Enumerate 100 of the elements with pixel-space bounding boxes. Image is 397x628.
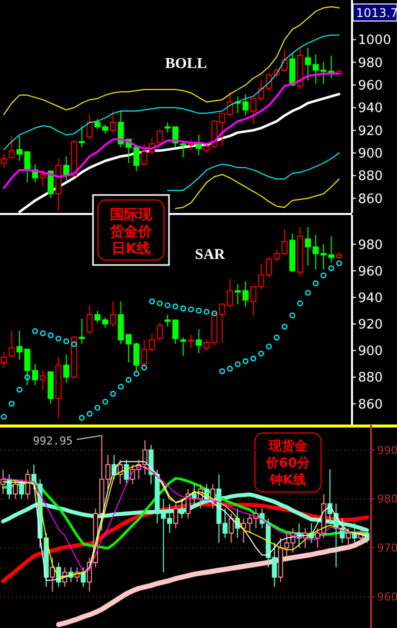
- y-tick-label: 960: [358, 78, 383, 94]
- y-tick-label: 880: [358, 169, 383, 184]
- annotation: 现货金价60分钟K线: [264, 438, 312, 488]
- candlestick: [156, 128, 163, 146]
- candlestick: [0, 351, 7, 368]
- y-tick-label: 860: [358, 397, 383, 412]
- candlestick: [16, 135, 23, 162]
- point: [32, 328, 38, 334]
- candlestick: [226, 91, 233, 118]
- y-tick-label: 960: [377, 590, 397, 604]
- candlestick: [86, 304, 93, 336]
- point: [110, 390, 116, 397]
- candlestick: [8, 330, 15, 358]
- point: [16, 386, 22, 393]
- y-tick-label: 940: [358, 290, 383, 306]
- point: [48, 332, 54, 338]
- point: [40, 330, 46, 336]
- y-tick-label: 900: [358, 344, 383, 360]
- candlestick: [164, 314, 171, 328]
- annotation: 国际现货金价日K线: [109, 207, 153, 257]
- candlestick: [86, 114, 93, 140]
- point: [297, 300, 304, 306]
- point: [149, 298, 155, 304]
- candlestick: [124, 459, 129, 485]
- candlestick: [210, 484, 216, 510]
- candlestick: [40, 169, 46, 188]
- candlestick: [164, 122, 171, 134]
- candlestick: [320, 244, 327, 270]
- point: [180, 306, 186, 312]
- point: [56, 336, 62, 342]
- point: [305, 290, 311, 296]
- y-tick-label: 900: [358, 146, 383, 162]
- y-tick-label: 920: [358, 318, 383, 333]
- point: [172, 304, 178, 310]
- y-tick-label: 980: [358, 238, 383, 253]
- candlestick: [25, 469, 30, 500]
- text: BOLL: [165, 56, 207, 72]
- candlestick: [0, 154, 7, 168]
- line-series: [3, 34, 340, 150]
- point: [24, 374, 30, 380]
- point: [164, 302, 170, 308]
- point: [234, 361, 241, 368]
- y-tick-label: 880: [358, 370, 383, 386]
- point: [86, 410, 93, 417]
- point: [312, 280, 319, 286]
- y-tick-label: 1000: [358, 33, 392, 48]
- point: [336, 260, 342, 266]
- candlestick: [133, 146, 140, 172]
- line-series: [167, 152, 340, 191]
- candlestick: [80, 566, 86, 588]
- candlestick: [148, 332, 156, 352]
- point: [94, 404, 100, 411]
- point: [188, 306, 194, 312]
- y-tick-label: 920: [358, 124, 383, 139]
- point: [211, 310, 218, 316]
- candlestick: [340, 518, 345, 544]
- y-tick-label: 940: [358, 101, 383, 116]
- candlestick: [141, 143, 148, 166]
- candlestick: [24, 151, 30, 183]
- candlestick: [228, 513, 234, 544]
- candlestick: [226, 278, 233, 309]
- point: [282, 324, 288, 330]
- point: [274, 334, 280, 340]
- candlestick: [320, 62, 327, 84]
- point: [71, 341, 77, 348]
- point: [258, 350, 264, 357]
- candlestick: [8, 135, 15, 160]
- candlestick: [156, 322, 163, 342]
- point: [156, 300, 163, 306]
- candlestick: [12, 478, 18, 500]
- candlestick: [192, 484, 197, 504]
- point: [227, 366, 233, 372]
- y-tick-label: 970: [377, 542, 397, 555]
- point: [126, 376, 132, 383]
- point: [266, 344, 272, 350]
- point: [8, 400, 15, 407]
- candlestick: [196, 134, 202, 156]
- candlestick: [78, 125, 85, 148]
- point: [328, 265, 334, 272]
- candlestick: [180, 336, 186, 356]
- text: SAR: [194, 247, 226, 263]
- candlestick: [172, 320, 178, 344]
- candlestick: [6, 474, 12, 500]
- candlestick: [180, 141, 186, 158]
- candlestick: [179, 498, 184, 519]
- y-tick-label: 860: [358, 192, 383, 207]
- point: [219, 368, 226, 374]
- point: [63, 338, 70, 344]
- candlestick: [173, 503, 178, 529]
- candlestick: [110, 110, 116, 134]
- candlestick: [196, 328, 202, 354]
- y-tick-label: 990: [377, 444, 397, 457]
- point: [134, 370, 140, 377]
- point: [78, 414, 85, 421]
- candlestick: [19, 478, 24, 500]
- candlestick: [346, 528, 351, 548]
- annotation: 992.95: [33, 434, 73, 448]
- y-tick-label: 980: [377, 492, 397, 506]
- candlestick: [48, 170, 54, 199]
- candlestick: [328, 236, 334, 264]
